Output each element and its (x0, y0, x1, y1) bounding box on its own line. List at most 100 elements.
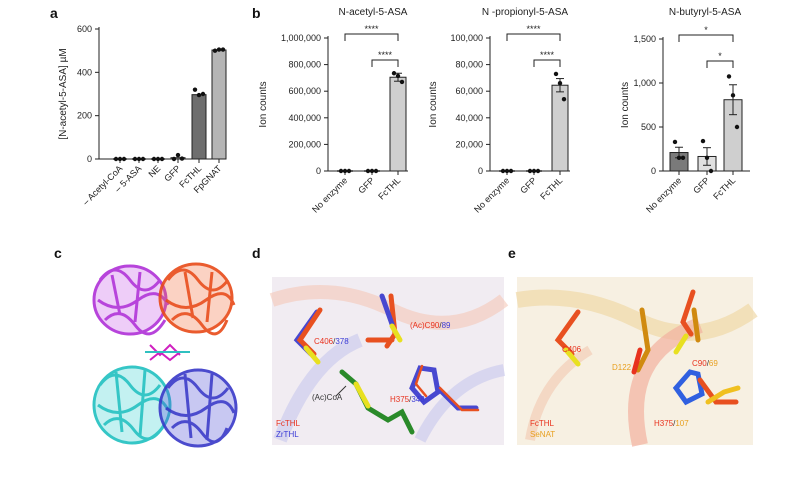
subunit-orange (158, 262, 236, 336)
legend-fcthl: FcTHL (530, 419, 555, 428)
y-axis-label: Ion counts (620, 82, 631, 128)
data-point (136, 156, 142, 162)
bar (191, 94, 207, 160)
chart-4: 0 500 1,000 1,500 Ion counts N-butyryl-5-ASA N… (620, 7, 750, 215)
data-point (500, 168, 506, 174)
data-point (200, 91, 206, 97)
data-point (700, 138, 706, 144)
legend-fcthl: FcTHL (276, 419, 301, 428)
data-point (527, 168, 533, 174)
significance-bracket (533, 59, 561, 67)
data-point (338, 168, 344, 174)
protein-tetramer-image (92, 262, 238, 448)
y-tick-label: 0 (316, 166, 321, 176)
data-point (676, 155, 682, 160)
data-point (159, 156, 165, 162)
label-h375: H375/348 (390, 395, 425, 404)
y-tick-label: 0 (478, 166, 483, 176)
significance-bracket (371, 59, 399, 67)
significance-label: * (704, 25, 708, 35)
y-axis-label: [N-acetyl-5-ASA] µM (58, 48, 69, 139)
significance-bracket (506, 33, 561, 41)
panel-label-c: c (54, 245, 62, 261)
significance-label: * (718, 51, 722, 61)
data-point (175, 152, 181, 158)
x-tick-label: FcTHL (376, 175, 402, 201)
label-h375: H375/107 (654, 419, 689, 428)
y-tick-label: 0 (651, 166, 656, 176)
subunit-cyan (92, 365, 172, 445)
ligand-center (145, 343, 190, 362)
data-point (342, 168, 348, 174)
significance-label: **** (378, 50, 393, 60)
data-point (121, 156, 127, 162)
data-point (680, 155, 686, 160)
label-c90: (Ac)C90/89 (410, 321, 451, 330)
active-site-overlay-d: C406/378 (Ac)C90/89 H375/348 (Ac)CoA FcT… (269, 277, 509, 445)
panel-label-d: d (252, 245, 261, 261)
data-point (531, 168, 537, 174)
significance-label: **** (526, 24, 541, 34)
y-tick-label: 80,000 (455, 60, 483, 70)
y-axis-label: Ion counts (428, 81, 439, 127)
bar (211, 49, 227, 160)
y-tick-label: 40,000 (455, 113, 483, 123)
data-point (557, 81, 563, 86)
data-point (212, 48, 218, 53)
data-point (726, 74, 732, 79)
data-point (155, 156, 161, 162)
bar (389, 76, 407, 172)
y-tick-label: 100,000 (450, 33, 483, 43)
data-point (704, 155, 710, 160)
data-point (196, 92, 202, 98)
y-tick-label: 400 (77, 67, 92, 77)
data-point (220, 47, 226, 52)
data-point (373, 168, 379, 174)
data-point (508, 168, 514, 174)
significance-bracket (678, 34, 734, 42)
significance-label: **** (540, 50, 555, 60)
y-tick-label: 800,000 (288, 60, 321, 70)
data-point (553, 71, 559, 77)
x-tick-label: GFP (691, 175, 711, 195)
label-acoa: (Ac)CoA (312, 393, 343, 402)
label-c406: C406/378 (314, 337, 349, 346)
data-point (504, 168, 510, 174)
x-tick-label: FcTHL (538, 175, 564, 201)
subunit-blue (158, 368, 238, 448)
data-point (192, 87, 198, 92)
label-c406: C406 (562, 345, 582, 354)
y-tick-label: 600 (77, 24, 92, 34)
chart-title: N-butyryl-5-ASA (669, 7, 742, 18)
data-point (216, 47, 222, 52)
panel-label-b: b (252, 5, 261, 21)
data-point (672, 139, 678, 145)
y-tick-label: 0 (87, 154, 92, 164)
y-tick-label: 60,000 (455, 86, 483, 96)
y-tick-label: 500 (641, 122, 656, 132)
data-point (171, 156, 177, 162)
data-point (391, 71, 397, 76)
x-tick-label: FcTHL (711, 175, 737, 201)
chart-3: 0 20,000 40,000 60,000 80,000 100,000 Ion coun… (428, 7, 570, 215)
label-d122: D122 (612, 363, 632, 372)
data-point (369, 168, 375, 174)
y-axis-label: Ion counts (258, 81, 269, 127)
legend-zrthl: ZrTHL (276, 430, 299, 439)
chart-title: N -propionyl-5-ASA (482, 7, 568, 18)
bar (170, 157, 186, 160)
data-point (346, 168, 352, 174)
y-tick-label: 1,000 (633, 78, 656, 88)
subunit-purple (92, 264, 170, 336)
y-tick-label: 400,000 (288, 113, 321, 123)
data-point (151, 156, 157, 162)
y-tick-label: 20,000 (455, 139, 483, 149)
data-point (117, 156, 123, 162)
data-point (113, 156, 119, 162)
x-tick-label: NE (146, 163, 162, 179)
y-tick-label: 200,000 (288, 139, 321, 149)
significance-bracket (706, 60, 734, 68)
